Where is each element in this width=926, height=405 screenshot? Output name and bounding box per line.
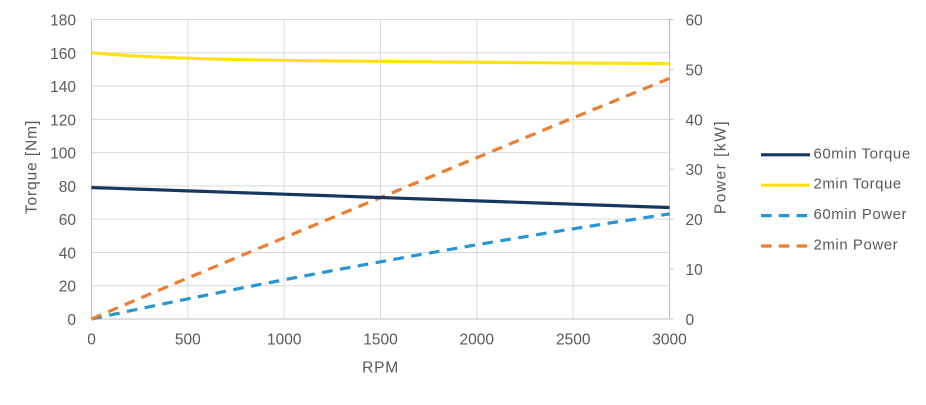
svg-text:60min Torque: 60min Torque [814,145,911,162]
svg-text:60: 60 [59,212,77,229]
svg-text:Torque [Nm]: Torque [Nm] [24,120,41,214]
svg-text:80: 80 [59,179,77,196]
svg-text:Power [kW]: Power [kW] [713,120,730,214]
svg-text:0: 0 [87,332,96,349]
svg-text:2000: 2000 [460,332,495,349]
svg-text:2500: 2500 [556,332,591,349]
svg-text:500: 500 [175,332,201,349]
svg-text:10: 10 [686,262,704,279]
svg-text:140: 140 [50,79,76,96]
svg-text:60: 60 [686,13,704,30]
svg-text:RPM: RPM [362,360,399,377]
svg-text:30: 30 [686,162,704,179]
svg-text:2min Power: 2min Power [814,237,899,254]
svg-text:2min Torque: 2min Torque [814,176,902,193]
svg-text:0: 0 [67,312,76,329]
svg-text:0: 0 [686,312,695,329]
svg-text:3000: 3000 [652,332,687,349]
svg-text:50: 50 [686,62,704,79]
svg-text:40: 40 [59,245,77,262]
svg-text:20: 20 [59,279,77,296]
svg-text:1500: 1500 [363,332,398,349]
svg-text:20: 20 [686,212,704,229]
svg-text:160: 160 [50,46,76,63]
svg-text:180: 180 [50,13,76,30]
svg-text:120: 120 [50,112,76,129]
svg-text:100: 100 [50,146,76,163]
svg-text:1000: 1000 [267,332,302,349]
svg-text:40: 40 [686,112,704,129]
svg-text:60min Power: 60min Power [814,206,908,223]
